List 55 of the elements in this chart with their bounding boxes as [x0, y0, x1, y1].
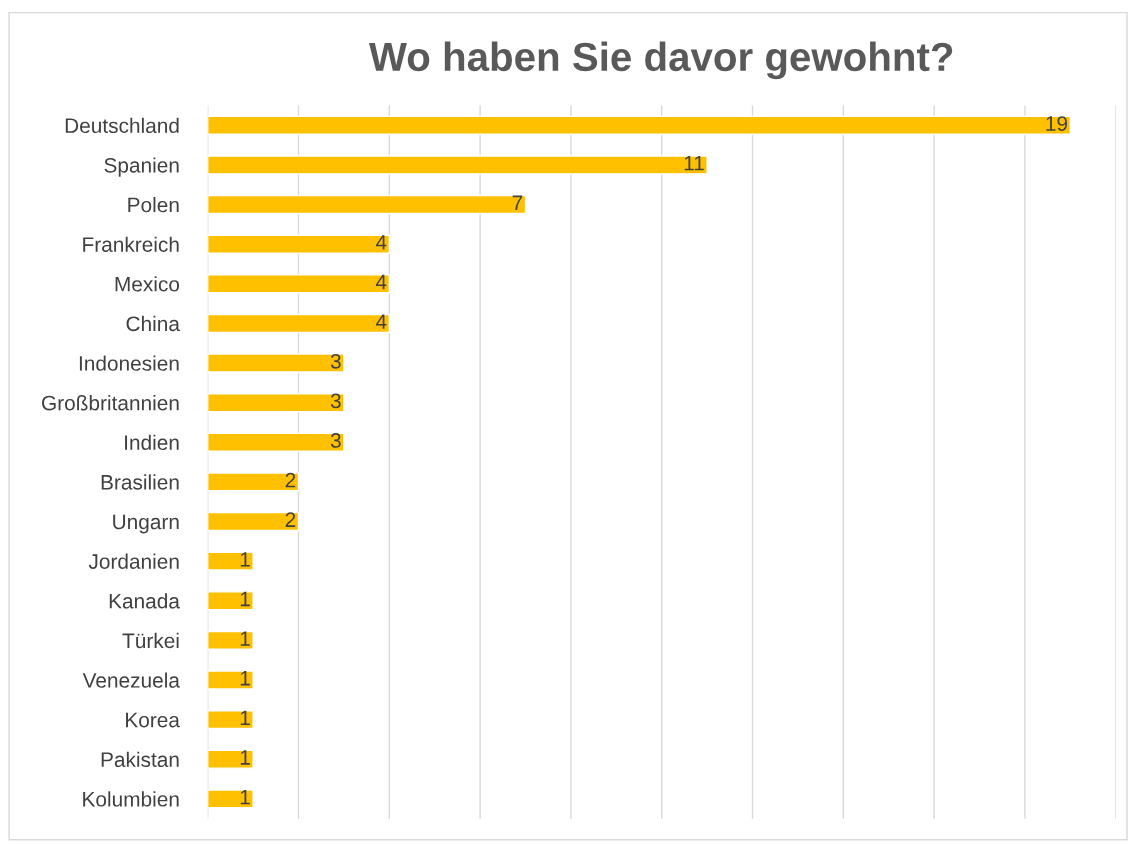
- y-tick-label: Spanien: [104, 157, 179, 177]
- data-label: 4: [375, 235, 387, 250]
- data-label: 1: [240, 591, 250, 607]
- data-label: 3: [330, 393, 341, 409]
- y-tick-label: Kolumbien: [83, 791, 179, 807]
- data-label: 11: [684, 155, 704, 171]
- data-label: 2: [285, 512, 296, 527]
- data-label: 1: [240, 710, 250, 726]
- data-label: 3: [330, 433, 341, 448]
- bar: [207, 789, 254, 809]
- bar: [207, 234, 390, 254]
- data-label: 7: [512, 195, 523, 210]
- y-tick-label: Mexico: [115, 276, 180, 292]
- y-tick-label: Indien: [125, 434, 179, 451]
- data-label: 1: [240, 789, 250, 805]
- y-tick-label: Pakistan: [101, 751, 179, 767]
- y-tick-label: Indonesien: [79, 355, 179, 371]
- y-tick-label: China: [126, 315, 180, 332]
- bar: [207, 115, 1071, 135]
- y-tick-label: Türkei: [122, 632, 179, 649]
- bar: [207, 274, 390, 294]
- data-label: 1: [240, 750, 250, 765]
- bar: [207, 432, 345, 452]
- bar: [207, 670, 254, 690]
- bar: [207, 511, 300, 532]
- data-label: 4: [375, 314, 387, 329]
- bar: [207, 155, 708, 175]
- bar: [207, 749, 254, 769]
- bar: [207, 313, 390, 334]
- bar: [207, 353, 345, 373]
- bar: [207, 393, 345, 413]
- chart-title: Wo haben Sie davor gewohnt?: [368, 41, 953, 80]
- y-tick-label: Kanada: [109, 593, 180, 609]
- y-tick-label: Polen: [128, 197, 179, 213]
- y-tick-label: Brasilien: [101, 474, 179, 490]
- data-label: 4: [375, 274, 387, 290]
- y-tick-label: Frankreich: [83, 236, 179, 252]
- y-tick-label: Deutschland: [65, 117, 179, 134]
- bar: [207, 472, 300, 492]
- data-label: 2: [285, 472, 296, 488]
- y-tick-label: Jordanien: [88, 553, 179, 569]
- bar: [207, 551, 254, 571]
- data-label: 1: [240, 671, 250, 686]
- bar: [207, 591, 254, 611]
- y-tick-label: Ungarn: [113, 514, 179, 534]
- data-label: 1: [240, 631, 250, 646]
- data-label: 19: [1046, 116, 1068, 131]
- data-label: 3: [330, 353, 341, 369]
- bar: [207, 630, 254, 650]
- bar: [207, 194, 527, 215]
- y-tick-label: Großbritannien: [42, 395, 179, 411]
- y-tick-label: Venezuela: [82, 672, 180, 688]
- y-tick-label: Korea: [126, 712, 180, 728]
- bar: [207, 710, 254, 730]
- data-label: 1: [240, 552, 250, 567]
